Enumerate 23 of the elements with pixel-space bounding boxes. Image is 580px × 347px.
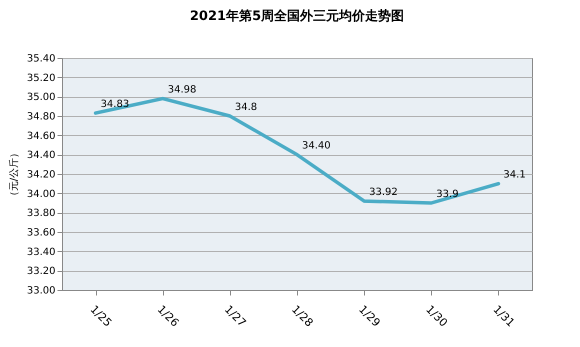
data-label: 34.8 xyxy=(234,102,258,113)
y-tick-label: 34.40 xyxy=(26,150,56,162)
y-tick-label: 35.00 xyxy=(26,92,56,104)
y-axis-title: （元/公斤） xyxy=(8,148,20,202)
y-tick-label: 33.00 xyxy=(26,286,56,296)
line-series xyxy=(94,96,500,205)
y-tick-label: 34.20 xyxy=(26,170,56,180)
y-tick-label: 34.00 xyxy=(26,188,56,200)
data-label: 34.83 xyxy=(100,99,130,110)
y-tick-label: 33.20 xyxy=(26,266,56,278)
data-label: 34.40 xyxy=(302,140,331,152)
y-tick-label: 35.20 xyxy=(26,72,56,84)
data-label: 33.92 xyxy=(369,187,398,198)
y-tick-label: 34.80 xyxy=(26,112,56,122)
y-tick-label: 34.60 xyxy=(26,130,56,142)
data-label: 34.1 xyxy=(503,170,526,181)
y-tick-label: 35.40 xyxy=(26,54,56,64)
data-label: 33.9 xyxy=(436,189,459,200)
chart-title: 2021年第5周全国外三元均价走势图 xyxy=(190,8,404,24)
y-tick-label: 33.60 xyxy=(26,228,56,238)
y-tick-label: 33.40 xyxy=(26,246,56,258)
data-label: 34.98 xyxy=(168,84,196,96)
y-tick-label: 33.80 xyxy=(26,208,56,220)
